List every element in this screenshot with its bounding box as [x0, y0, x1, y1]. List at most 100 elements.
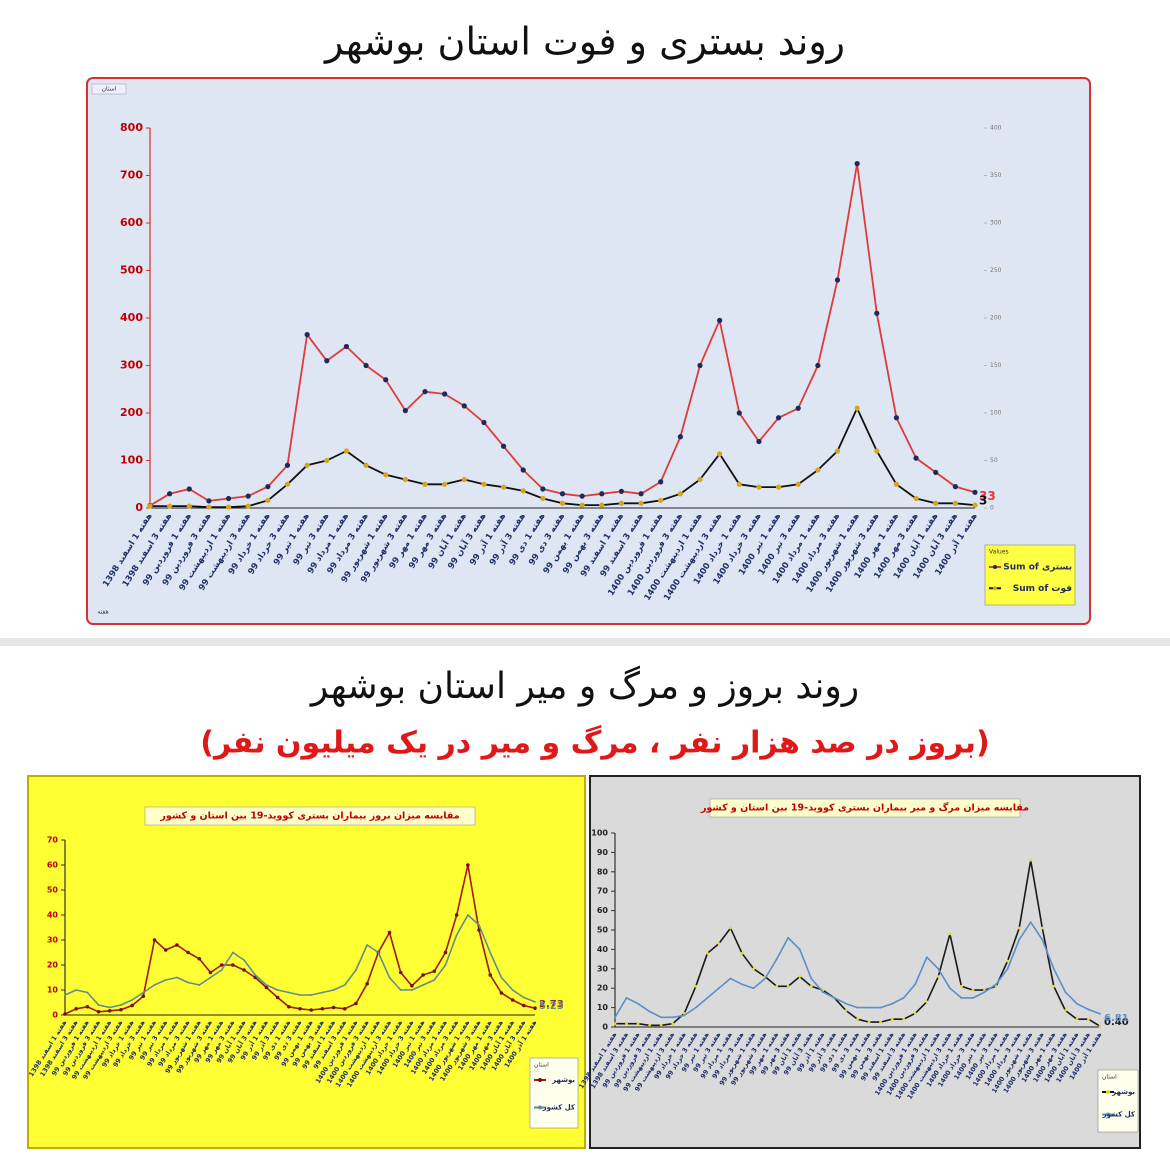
data-point	[231, 963, 235, 967]
y-tick-label: 20	[597, 984, 609, 993]
data-point	[933, 469, 939, 475]
data-point	[613, 1022, 617, 1026]
data-point	[410, 983, 414, 988]
y-tick-label: 20	[47, 961, 59, 970]
data-point	[933, 500, 939, 506]
data-point	[461, 476, 467, 483]
y-tick-label: 30	[47, 936, 59, 945]
data-point	[422, 481, 428, 487]
data-point	[752, 987, 755, 990]
data-point	[499, 991, 504, 995]
data-point	[671, 1016, 674, 1019]
y-tick-label: 300	[120, 359, 143, 372]
data-point	[534, 1001, 536, 1003]
data-point	[383, 472, 389, 478]
data-point	[960, 997, 963, 999]
data-point	[167, 491, 173, 497]
data-point	[856, 1017, 859, 1021]
data-point	[343, 984, 346, 986]
data-point	[874, 310, 880, 316]
data-point	[756, 438, 762, 445]
end-label: 2.73	[539, 999, 564, 1010]
data-point	[511, 989, 514, 991]
data-point	[422, 984, 424, 986]
data-point	[107, 1008, 112, 1013]
data-point	[225, 504, 232, 510]
data-point	[320, 1006, 325, 1011]
page-title: روند بستری و فوت استان بوشهر	[323, 20, 845, 65]
data-point	[834, 277, 841, 283]
y-tick-label: 0	[52, 1011, 58, 1020]
end-label: 0.40	[1104, 1017, 1129, 1028]
data-point	[1075, 1017, 1079, 1021]
data-point	[186, 503, 192, 509]
data-point	[74, 1006, 78, 1011]
data-point	[809, 984, 813, 988]
y-tick-label: 700	[120, 169, 143, 182]
data-point	[310, 994, 313, 996]
data-point	[952, 500, 958, 506]
data-point	[402, 476, 408, 483]
data-point	[411, 989, 413, 991]
y-tick-label: 400	[120, 311, 143, 324]
data-point	[971, 988, 975, 992]
data-point	[219, 963, 224, 967]
data-point	[798, 948, 801, 951]
legend-title: استان	[1102, 1074, 1117, 1081]
data-point	[648, 1023, 652, 1027]
data-point	[1029, 858, 1033, 862]
data-point	[599, 491, 605, 497]
data-point	[510, 998, 515, 1002]
data-point	[220, 969, 223, 971]
y-tick-label: 50	[47, 886, 59, 895]
legend-box	[1097, 1069, 1139, 1133]
data-point	[442, 391, 448, 397]
legend-label: Sum of بستری	[1003, 563, 1072, 573]
section-subtitle: (بروز در صد هزار نفر ، مرگ و میر در یک م…	[200, 725, 990, 761]
data-point	[637, 1002, 639, 1005]
title-box	[144, 806, 476, 826]
data-point	[697, 476, 703, 483]
data-point	[834, 448, 841, 454]
data-point	[845, 1002, 847, 1005]
legend-box	[984, 544, 1076, 606]
data-point	[85, 1004, 90, 1009]
data-point	[775, 984, 779, 988]
data-point	[454, 913, 459, 917]
legend-marker	[538, 1078, 542, 1082]
data-point	[481, 481, 487, 487]
y-tick-label: 60	[597, 906, 609, 915]
data-point	[141, 994, 146, 999]
y-tick-label: 70	[597, 887, 609, 896]
data-point	[96, 1009, 101, 1014]
data-point	[265, 484, 271, 490]
data-point	[444, 964, 447, 966]
data-point	[243, 959, 245, 961]
data-point	[402, 408, 408, 414]
legend-label: کل کشور	[542, 1104, 576, 1112]
data-point	[891, 1002, 894, 1005]
data-point	[533, 1006, 537, 1010]
data-point	[522, 996, 525, 999]
y2-tick-label: 100	[990, 410, 1002, 417]
data-point	[275, 995, 280, 1000]
chart-title: مقایسه میزان بروز بیماران بستری کووید-19…	[159, 811, 459, 822]
legend-marker	[1106, 1112, 1110, 1117]
y-tick-label: 800	[120, 121, 143, 134]
data-point	[1052, 984, 1056, 988]
y-tick-label: 0	[135, 501, 143, 514]
data-point	[153, 984, 156, 986]
y2-tick-label: 50	[990, 457, 998, 464]
data-point	[925, 956, 928, 959]
data-point	[821, 991, 824, 993]
data-point	[489, 951, 492, 954]
y-tick-label: 100	[591, 829, 608, 838]
data-point	[868, 1006, 870, 1009]
y2-tick-label: 350	[990, 172, 1002, 179]
data-point	[741, 983, 743, 986]
data-point	[520, 488, 526, 494]
data-point	[287, 1004, 291, 1009]
data-point	[97, 1004, 100, 1006]
data-point	[893, 415, 900, 421]
data-point	[421, 973, 425, 977]
